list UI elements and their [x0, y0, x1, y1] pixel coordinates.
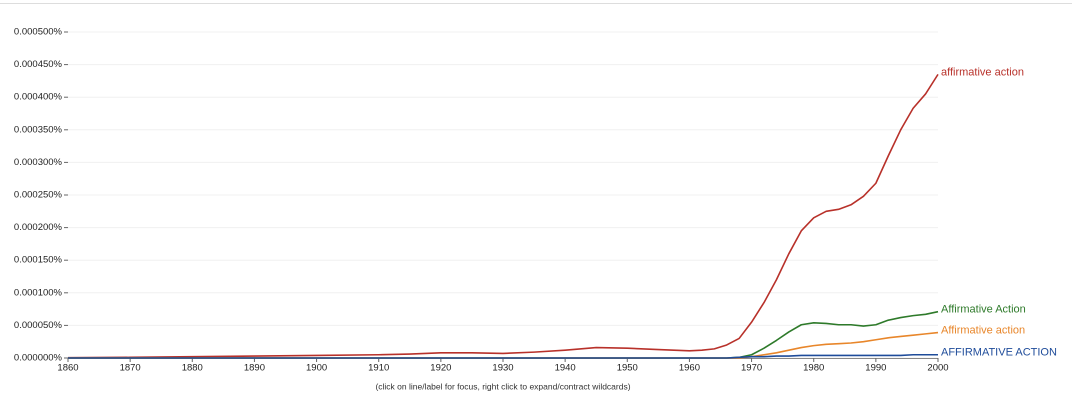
chart-note: (click on line/label for focus, right cl… [375, 381, 630, 391]
y-tick-label: 0.000200% [14, 222, 63, 233]
x-tick-label: 1970 [741, 363, 762, 374]
y-tick-label: 0.000400% [14, 92, 63, 103]
x-tick-label: 1950 [617, 363, 638, 374]
y-tick-label: 0.000250% [14, 190, 63, 201]
series-label: Affirmative action [941, 324, 1025, 336]
y-tick-label: 0.000050% [14, 320, 63, 331]
x-tick-label: 1910 [368, 363, 389, 374]
y-tick-label: 0.000150% [14, 255, 63, 266]
series-line [68, 353, 938, 359]
x-tick-label: 1960 [679, 363, 700, 374]
x-tick-label: 1920 [430, 363, 451, 374]
x-tick-label: 1890 [244, 363, 265, 374]
x-tick-label: 1880 [182, 363, 203, 374]
y-tick-label: 0.000500% [14, 27, 63, 38]
y-tick-label: 0.000450% [14, 59, 63, 70]
series-line [67, 73, 939, 359]
y-tick-label: 0.000000% [14, 353, 63, 364]
x-tick-label: 1860 [57, 363, 78, 374]
x-tick-label: 1900 [306, 363, 327, 374]
y-tick-label: 0.000100% [14, 287, 63, 298]
x-tick-label: 1990 [865, 363, 886, 374]
x-tick-label: 1980 [803, 363, 824, 374]
y-tick-label: 0.000350% [14, 124, 63, 135]
x-tick-label: 1930 [492, 363, 513, 374]
series-label: affirmative action [941, 66, 1024, 78]
series-label: Affirmative Action [941, 304, 1026, 316]
y-tick-label: 0.000300% [14, 157, 63, 168]
series-label: AFFIRMATIVE ACTION [941, 347, 1057, 359]
x-tick-label: 2000 [927, 363, 948, 374]
x-tick-label: 1870 [120, 363, 141, 374]
x-tick-label: 1940 [555, 363, 576, 374]
series-line [68, 310, 939, 359]
